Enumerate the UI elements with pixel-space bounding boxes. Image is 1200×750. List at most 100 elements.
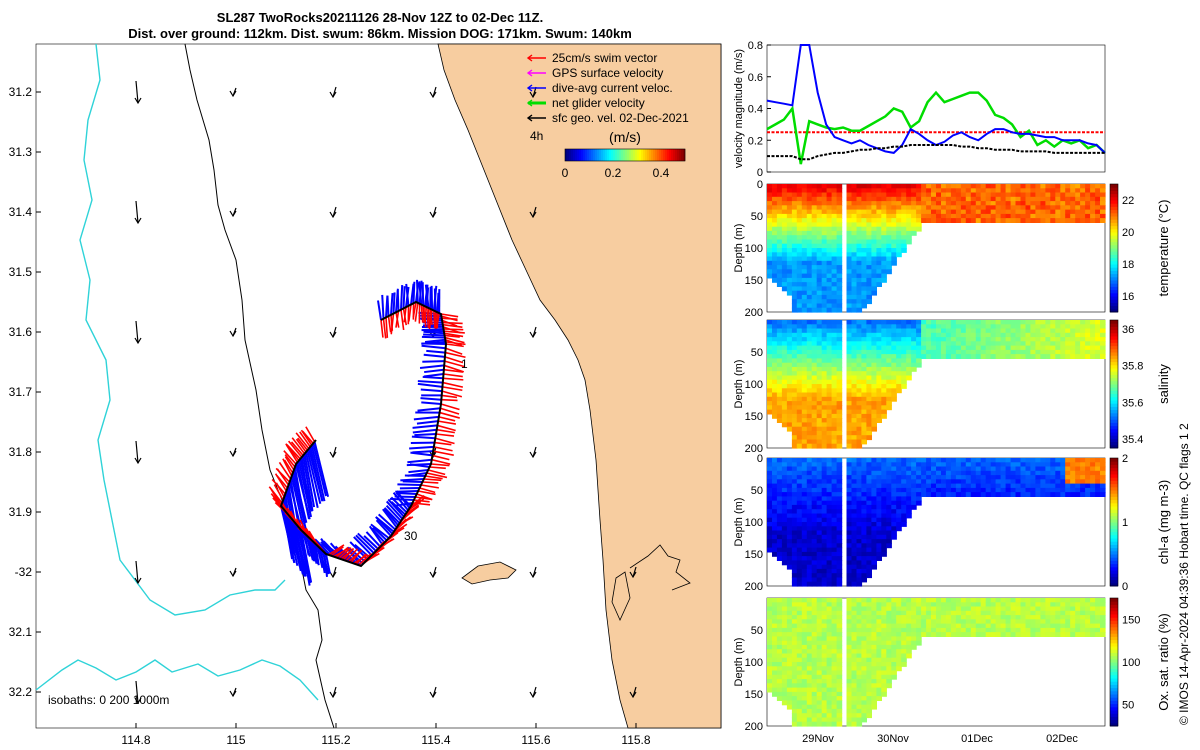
section-cell bbox=[955, 337, 962, 342]
section-cell bbox=[901, 522, 907, 527]
current-vector bbox=[417, 382, 443, 388]
section-cell bbox=[1095, 213, 1101, 219]
section-y-tick-label: 200 bbox=[745, 307, 763, 319]
swim-vector bbox=[333, 547, 349, 558]
section-cell bbox=[1060, 345, 1066, 351]
section-cell bbox=[1025, 188, 1032, 194]
section-cell bbox=[796, 252, 803, 258]
section-cell bbox=[936, 606, 942, 612]
section-cell bbox=[1035, 328, 1041, 334]
section-cell bbox=[781, 248, 788, 253]
section-cell bbox=[866, 713, 872, 719]
section-cell bbox=[776, 496, 783, 502]
section-colorbar-cell bbox=[1110, 244, 1118, 249]
section-cell bbox=[772, 277, 778, 283]
section-cell bbox=[1020, 196, 1027, 202]
section-cell bbox=[796, 294, 803, 300]
section-cell bbox=[871, 683, 877, 689]
section-colorbar-cell bbox=[1110, 576, 1118, 581]
colorbar-cell bbox=[599, 149, 602, 161]
section-cell bbox=[1025, 606, 1032, 612]
section-cell bbox=[960, 192, 967, 198]
section-y-tick-label: 0 bbox=[757, 453, 763, 465]
section-cell bbox=[786, 551, 793, 557]
current-vector bbox=[308, 538, 317, 562]
section-cell bbox=[831, 341, 838, 347]
map-y-tick-label: 31.5 bbox=[9, 265, 33, 279]
section-cell bbox=[836, 396, 843, 402]
section-cell bbox=[866, 358, 872, 364]
section-cell bbox=[806, 243, 813, 249]
section-cell bbox=[856, 649, 863, 655]
section-cell bbox=[826, 606, 833, 612]
section-cell bbox=[856, 362, 863, 368]
section-cell bbox=[906, 362, 912, 368]
section-cell bbox=[1015, 324, 1022, 330]
section-cell bbox=[980, 328, 987, 334]
section-cell bbox=[767, 188, 773, 194]
section-cell bbox=[826, 401, 833, 406]
section-cell bbox=[806, 371, 813, 377]
section-cell bbox=[866, 462, 872, 468]
section-cell bbox=[1080, 324, 1086, 330]
section-cell bbox=[876, 534, 882, 540]
section-cell bbox=[955, 354, 962, 359]
section-cell bbox=[866, 606, 872, 612]
section-cell bbox=[876, 462, 882, 468]
section-cell bbox=[791, 290, 798, 296]
section-cell bbox=[772, 405, 778, 411]
section-cell bbox=[816, 354, 823, 359]
section-cell bbox=[896, 615, 902, 620]
section-cell bbox=[871, 487, 877, 493]
section-cell bbox=[796, 256, 803, 262]
section-cell bbox=[826, 196, 833, 202]
section-cell bbox=[791, 418, 798, 423]
section-cell bbox=[801, 674, 808, 680]
section-cell bbox=[806, 418, 813, 423]
section-cell bbox=[876, 273, 882, 279]
section-cell bbox=[851, 466, 858, 472]
section-cell bbox=[1045, 328, 1051, 334]
section-cell bbox=[831, 392, 838, 398]
section-cell bbox=[801, 349, 808, 355]
section-cell bbox=[1025, 354, 1032, 359]
section-cell bbox=[831, 475, 838, 480]
current-vector bbox=[305, 451, 319, 508]
section-cell bbox=[791, 470, 798, 476]
section-cell bbox=[816, 375, 823, 381]
section-cell bbox=[786, 379, 793, 385]
section-cell bbox=[1060, 201, 1066, 206]
section-cell bbox=[955, 619, 962, 625]
section-cell bbox=[901, 504, 907, 510]
section-cell bbox=[896, 653, 902, 659]
section-cell bbox=[806, 479, 813, 485]
section-cell bbox=[980, 475, 987, 480]
section-cell bbox=[826, 487, 833, 493]
section-cell bbox=[801, 396, 808, 402]
section-cell bbox=[836, 666, 843, 672]
section-cell bbox=[916, 470, 922, 476]
colorbar-cell bbox=[577, 149, 580, 161]
section-cell bbox=[1020, 188, 1027, 194]
geo-velocity-arrowhead bbox=[229, 690, 237, 698]
section-cell bbox=[941, 606, 947, 612]
section-cell bbox=[931, 470, 937, 476]
section-cell bbox=[816, 435, 823, 441]
current-vector bbox=[423, 333, 445, 337]
section-cell bbox=[851, 439, 858, 445]
section-cell bbox=[801, 273, 808, 279]
geo-velocity-arrowhead bbox=[429, 691, 437, 699]
section-cell bbox=[821, 691, 828, 697]
section-cell bbox=[881, 517, 887, 523]
section-cell bbox=[816, 679, 823, 684]
section-cell bbox=[772, 475, 778, 480]
section-cell bbox=[861, 504, 867, 510]
section-cell bbox=[821, 530, 828, 536]
section-cell bbox=[970, 632, 977, 637]
section-cell bbox=[896, 230, 902, 236]
section-cell bbox=[941, 475, 947, 480]
section-cell bbox=[936, 320, 942, 325]
section-cell bbox=[891, 213, 897, 219]
section-cell bbox=[995, 492, 1002, 497]
section-cell bbox=[1015, 470, 1022, 476]
